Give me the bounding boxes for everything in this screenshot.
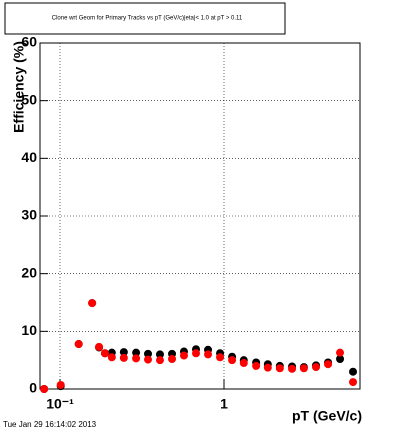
y-tick-label: 60 (21, 34, 37, 50)
point (349, 378, 358, 387)
point (324, 360, 333, 369)
y-tick-label: 0 (29, 380, 37, 396)
y-axis-label: Efficiency (%) (11, 41, 27, 133)
point (119, 353, 128, 362)
point (119, 348, 128, 357)
point (216, 353, 225, 362)
x-tick-label: 10⁻¹ (46, 396, 74, 412)
point (100, 349, 109, 358)
point (204, 350, 213, 359)
plot-area: 0 10 20 30 40 50 60 10⁻¹ 1 (21, 34, 361, 412)
point (95, 342, 104, 351)
point (299, 364, 308, 373)
point (336, 348, 345, 357)
point (336, 355, 345, 364)
point (155, 356, 164, 365)
y-tick-label: 20 (21, 264, 37, 280)
point (252, 361, 261, 370)
point (132, 354, 141, 363)
point (144, 355, 153, 364)
chart-title: Clone wrt Geom for Primary Tracks vs pT … (52, 16, 243, 22)
title-box (4, 2, 286, 35)
point (40, 385, 49, 393)
point (56, 380, 65, 389)
point (349, 367, 358, 376)
point (239, 359, 248, 368)
y-tick-label: 30 (21, 207, 37, 223)
point (168, 355, 177, 364)
y-tick-label: 50 (21, 91, 37, 107)
x-axis-label: pT (GeV/c) (292, 408, 362, 424)
point (132, 348, 141, 357)
point (88, 299, 97, 308)
point (288, 364, 297, 373)
point (107, 353, 116, 362)
point (263, 363, 272, 372)
y-tick-label: 10 (21, 322, 37, 338)
point (155, 350, 164, 359)
y-tick-label: 40 (21, 149, 37, 165)
point (275, 364, 284, 373)
point (74, 340, 83, 349)
x-tick-label: 1 (220, 396, 228, 412)
point (179, 351, 188, 360)
point (144, 349, 153, 358)
footer: Tue Jan 29 16:14:02 2013 (3, 420, 97, 429)
point (312, 363, 321, 372)
point (192, 349, 201, 358)
point (228, 356, 237, 365)
plot-frame (39, 42, 361, 390)
